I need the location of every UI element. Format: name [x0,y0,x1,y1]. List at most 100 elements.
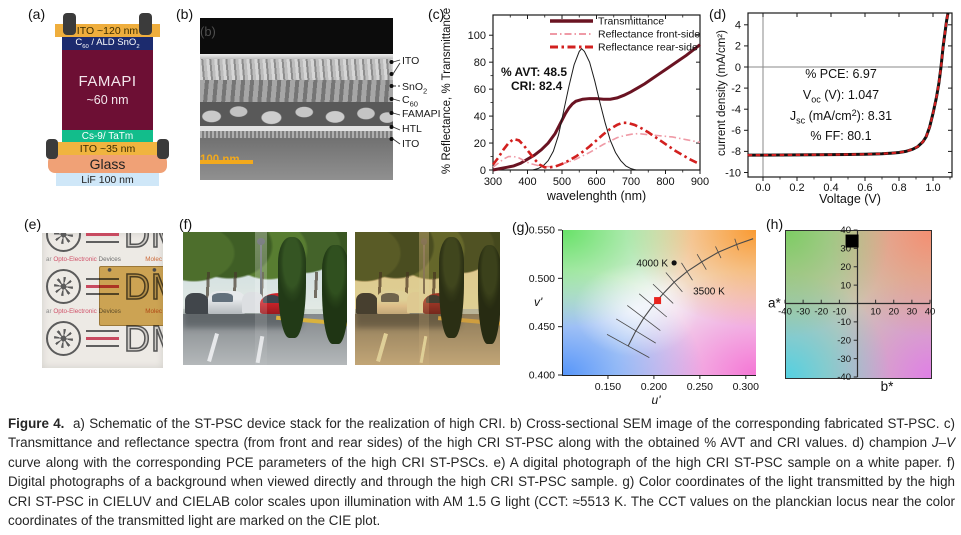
svg-text:C60: C60 [402,94,418,108]
top-contact-left [63,13,76,35]
layer-cs9-tatm: Cs-9/ TaTm [62,130,153,142]
svg-text:b*: b* [881,379,895,394]
panel-c-label: (c) [428,6,445,22]
svg-text:CRI: 82.4: CRI: 82.4 [511,79,563,93]
svg-text:HTL: HTL [402,123,422,135]
panel-f-label: (f) [179,216,193,232]
famapi-thickness: ~60 nm [86,93,129,107]
logo-sun-icon [46,321,81,356]
svg-text:-8: -8 [731,146,741,158]
svg-text:Jsc (mA/cm2): 8.31: Jsc (mA/cm2): 8.31 [790,108,892,126]
svg-text:0.250: 0.250 [687,381,713,393]
svg-text:% AVT: 48.5: % AVT: 48.5 [501,65,567,79]
logo-row: DM ar Opto-Electronic Devices Molec [46,233,163,263]
svg-text:0.6: 0.6 [857,182,872,194]
svg-text:40: 40 [474,111,486,123]
panel-g-label: (g) [512,219,530,235]
svg-text:0.200: 0.200 [641,381,667,393]
logo-row: DM [46,318,163,359]
svg-text:Reflectance rear-side: Reflectance rear-side [598,42,698,54]
svg-text:-30: -30 [796,307,810,318]
photo-direct-view [183,232,347,365]
sem-htl-layer [200,126,393,131]
svg-text:% FF: 80.1: % FF: 80.1 [810,129,871,143]
svg-text:Voltage (V): Voltage (V) [819,192,881,206]
svg-text:300: 300 [484,176,502,188]
cielab-gradient [785,230,932,379]
svg-text:SnO2: SnO2 [402,81,427,95]
svg-text:40: 40 [925,307,936,318]
panel-a-label: (a) [28,6,46,22]
svg-text:% PCE: 6.97: % PCE: 6.97 [805,67,877,81]
sample-photo: DM ar Opto-Electronic Devices Molec DM a… [42,233,163,368]
svg-text:0.450: 0.450 [529,321,555,333]
sem-famapi-layer [200,102,393,126]
sem-image: (b) 100 nm [200,18,393,180]
svg-text:Voc (V): 1.047: Voc (V): 1.047 [803,88,879,104]
panel-d-label: (d) [709,6,727,22]
panel-e-label: (e) [24,216,42,232]
svg-text:-20: -20 [814,307,828,318]
svg-text:FAMAPI: FAMAPI [402,108,441,120]
svg-text:20: 20 [840,262,851,273]
svg-text:400: 400 [518,176,536,188]
logo-letters: DM [123,318,163,359]
svg-text:0.400: 0.400 [529,370,555,382]
logo-caption: ar Opto-Electronic Devices Molec [46,256,162,263]
photo-through-sample [355,232,500,365]
svg-text:30: 30 [840,244,851,255]
svg-text:10: 10 [840,280,851,291]
svg-text:700: 700 [622,176,640,188]
layer-c60-sno2: C60 / ALD SnO2 [62,37,153,50]
svg-text:0.300: 0.300 [733,381,759,393]
layer-ito-top: ITO ~120 nm [55,24,160,37]
svg-text:0: 0 [735,62,741,74]
logo-letters: DM [123,233,163,255]
sem-substrate [200,138,393,180]
cielab-chart: -40 -30 -20 -10 10 20 30 40 -40 -30 -20 -10 10 20 30 40… [768,225,936,394]
svg-text:-40: -40 [778,307,792,318]
svg-text:10: 10 [870,307,881,318]
jv-chart: 0.0 0.2 0.4 0.6 0.8 1.0 -10 -8 -6 -4 -2 0 2 4 Voltage … [725,12,953,206]
svg-text:0.8: 0.8 [891,182,906,194]
svg-text:-10: -10 [833,307,847,318]
svg-text:500: 500 [553,176,571,188]
svg-text:0: 0 [480,165,486,177]
svg-text:ITO: ITO [402,138,419,150]
svg-text:0.150: 0.150 [595,381,621,393]
amber-tint-overlay [355,232,500,365]
svg-text:-30: -30 [837,354,851,365]
logo-sun-icon [46,269,81,304]
svg-text:0.500: 0.500 [529,273,555,285]
svg-text:80: 80 [474,57,486,69]
svg-text:u': u' [652,393,662,407]
svg-text:-10: -10 [725,167,741,179]
svg-text:900: 900 [691,176,709,188]
panel-h-label: (h) [766,216,784,232]
svg-text:20: 20 [474,138,486,150]
svg-text:-40: -40 [837,372,851,383]
svg-text:-10: -10 [837,317,851,328]
svg-text:20: 20 [888,307,899,318]
svg-text:3500 K: 3500 K [693,287,725,298]
sem-sno2-c60-layer [200,80,393,102]
svg-text:0.4: 0.4 [823,182,838,194]
layer-famapi: FAMAPI ~60 nm [62,50,153,130]
cieluv-chart: 0.150 0.200 0.250 0.300 0.400 0.450 0.500 0.550… [529,225,759,408]
svg-text:-6: -6 [731,125,741,137]
svg-text:Transmittance: Transmittance [598,16,664,28]
svg-text:2: 2 [735,41,741,53]
svg-text:ITO: ITO [402,55,419,67]
svg-text:Reflectance front-side: Reflectance front-side [598,29,700,41]
side-contact-left [46,139,58,159]
svg-text:1.0: 1.0 [925,182,940,194]
svg-text:0.550: 0.550 [529,225,555,237]
svg-text:4: 4 [735,20,741,32]
svg-text:0.0: 0.0 [755,182,770,194]
svg-text:-20: -20 [837,335,851,346]
logo-lines-icon [86,233,119,244]
logo-sun-icon [46,233,81,252]
svg-text:800: 800 [656,176,674,188]
spectra-chart: 300 400 500 600 700 800 900 0 20 40 60 80 100 wavelen… [468,14,709,203]
